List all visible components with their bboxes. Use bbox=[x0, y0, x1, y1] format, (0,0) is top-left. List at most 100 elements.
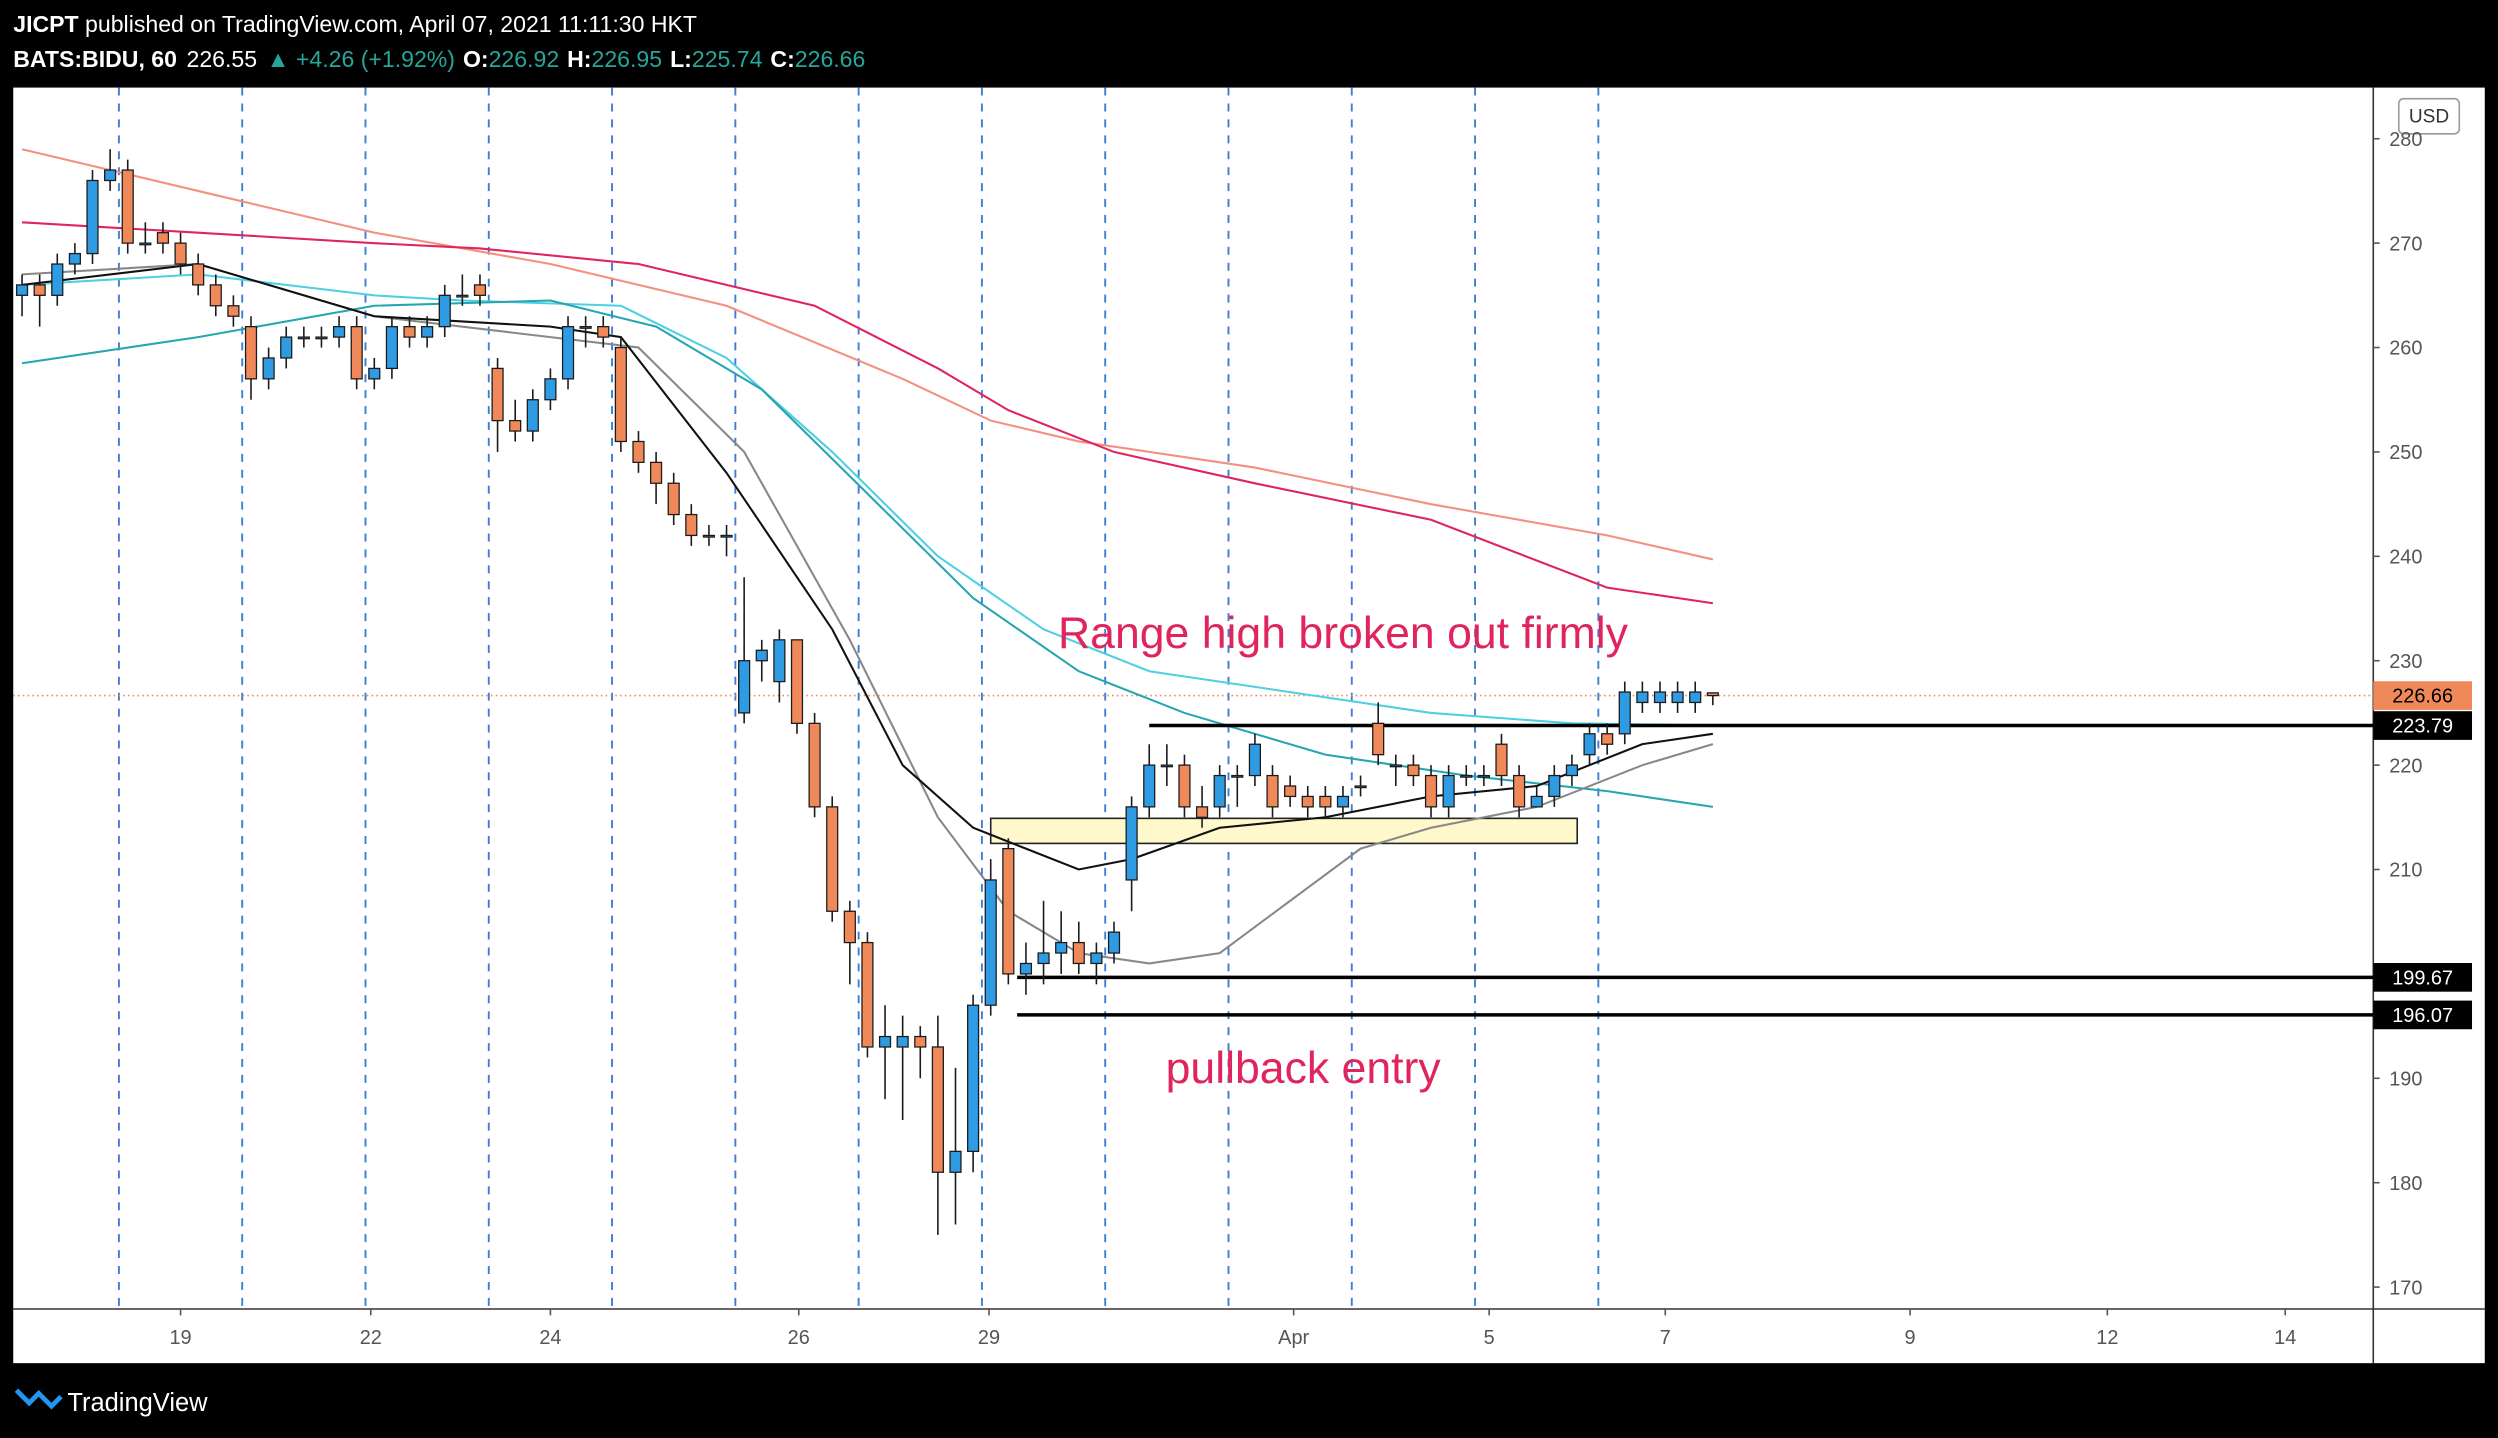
x-tick-label: 22 bbox=[360, 1327, 382, 1349]
candle-body bbox=[1460, 774, 1473, 778]
candle-body bbox=[1565, 764, 1579, 777]
level-label-box bbox=[2373, 1000, 2473, 1030]
y-tick-label: 190 bbox=[2389, 1068, 2422, 1090]
candle-body bbox=[667, 482, 680, 516]
last-price: 226.55 bbox=[187, 46, 258, 72]
header-line: JICPT published on TradingView.com, Apri… bbox=[13, 11, 697, 37]
moving-average bbox=[21, 299, 1714, 808]
currency: USD bbox=[2409, 107, 2449, 128]
x-tick-label: 14 bbox=[2274, 1327, 2296, 1349]
candle-body bbox=[1548, 774, 1561, 798]
candle-body bbox=[1671, 691, 1684, 704]
candle-body bbox=[1512, 774, 1526, 808]
candle-body bbox=[156, 232, 170, 244]
brand-logo bbox=[14, 1388, 63, 1410]
ohlc-value: 226.66 bbox=[795, 46, 866, 72]
candle-body bbox=[614, 346, 627, 443]
change: ▲ +4.26 (+1.92%) bbox=[267, 46, 455, 72]
y-tick-label: 230 bbox=[2389, 651, 2422, 673]
candle-body bbox=[561, 326, 575, 380]
candle-body bbox=[403, 326, 416, 338]
candle-body bbox=[86, 179, 99, 255]
candle-body bbox=[509, 419, 522, 432]
candle-body bbox=[121, 169, 134, 244]
candle-body bbox=[861, 941, 874, 1048]
x-tick-label: 7 bbox=[1660, 1327, 1671, 1349]
candle-body bbox=[104, 169, 117, 182]
candle-body bbox=[579, 326, 592, 329]
ohlc-value: 226.92 bbox=[489, 46, 560, 72]
candle-body bbox=[1213, 774, 1226, 808]
candle-body bbox=[139, 242, 152, 246]
ohlc-key: H: bbox=[567, 46, 591, 72]
candle-body bbox=[1636, 691, 1649, 704]
candle-body bbox=[473, 284, 487, 296]
candle-body bbox=[1372, 722, 1385, 756]
candle-body bbox=[1037, 952, 1050, 965]
candle-body bbox=[649, 461, 663, 484]
candle-body bbox=[1424, 774, 1438, 808]
candle-body bbox=[1530, 795, 1543, 808]
moving-average bbox=[21, 273, 1713, 727]
candle-body bbox=[1284, 785, 1297, 798]
candle-body bbox=[1389, 764, 1402, 768]
candle-body bbox=[1143, 764, 1156, 808]
currency-box bbox=[2397, 97, 2461, 135]
published: published on TradingView.com, April 07, … bbox=[79, 11, 697, 37]
y-tick-label: 270 bbox=[2389, 233, 2422, 255]
y-tick-label: 180 bbox=[2389, 1173, 2422, 1195]
candle-body bbox=[1495, 743, 1508, 777]
y-tick-label: 220 bbox=[2389, 755, 2422, 777]
candle-body bbox=[914, 1035, 927, 1048]
candle-body bbox=[350, 326, 363, 380]
candle-body bbox=[1248, 743, 1262, 777]
candle-body bbox=[949, 1150, 962, 1173]
candle-body bbox=[1319, 795, 1332, 808]
moving-average bbox=[21, 148, 1714, 561]
candle-body bbox=[1090, 952, 1103, 965]
candle-body bbox=[491, 367, 504, 422]
candle-body bbox=[826, 806, 839, 912]
candle-body bbox=[544, 378, 557, 401]
y-tick-label: 240 bbox=[2389, 546, 2422, 568]
candle-body bbox=[332, 326, 346, 338]
candle-body bbox=[1442, 774, 1455, 808]
brand: TradingView bbox=[67, 1389, 208, 1417]
candle-body bbox=[1407, 764, 1420, 777]
x-tick-label: Apr bbox=[1278, 1327, 1309, 1349]
candle-body bbox=[68, 252, 81, 265]
symbol: BATS:BIDU, 60 bbox=[13, 46, 177, 72]
level-label: 199.67 bbox=[2392, 968, 2453, 990]
symbol-line: BATS:BIDU, 60 226.55 ▲ +4.26 (+1.92%) O:226… bbox=[13, 46, 865, 72]
candle-body bbox=[456, 294, 469, 298]
candle-body bbox=[1618, 691, 1631, 735]
candle-body bbox=[896, 1035, 909, 1048]
candle-body bbox=[720, 534, 733, 538]
x-tick-label: 5 bbox=[1484, 1327, 1495, 1349]
level-label: 196.07 bbox=[2392, 1005, 2453, 1027]
candle-body bbox=[33, 284, 46, 296]
candle-body bbox=[262, 357, 275, 380]
candle-body bbox=[1231, 774, 1244, 778]
publisher: JICPT bbox=[13, 11, 78, 37]
candle-body bbox=[1019, 962, 1033, 975]
candle-body bbox=[632, 440, 645, 464]
candle-body bbox=[438, 294, 451, 328]
candle-body bbox=[967, 1004, 980, 1153]
candle-body bbox=[878, 1035, 892, 1048]
candle-body bbox=[526, 399, 539, 432]
candle-body bbox=[702, 534, 716, 538]
candle-body bbox=[685, 513, 698, 537]
candle-body bbox=[15, 284, 29, 296]
moving-average bbox=[21, 221, 1714, 605]
candle-body bbox=[984, 879, 997, 1006]
level-label-box bbox=[2373, 711, 2473, 740]
y-tick-label: 210 bbox=[2389, 860, 2422, 882]
last-price-label: 226.66 bbox=[2392, 686, 2453, 708]
x-tick-label: 19 bbox=[169, 1327, 191, 1349]
candle-body bbox=[368, 367, 381, 380]
candle-body bbox=[1583, 733, 1596, 756]
ohlc-key: C: bbox=[770, 46, 794, 72]
candle-body bbox=[1266, 774, 1279, 808]
candle-body bbox=[790, 639, 804, 724]
